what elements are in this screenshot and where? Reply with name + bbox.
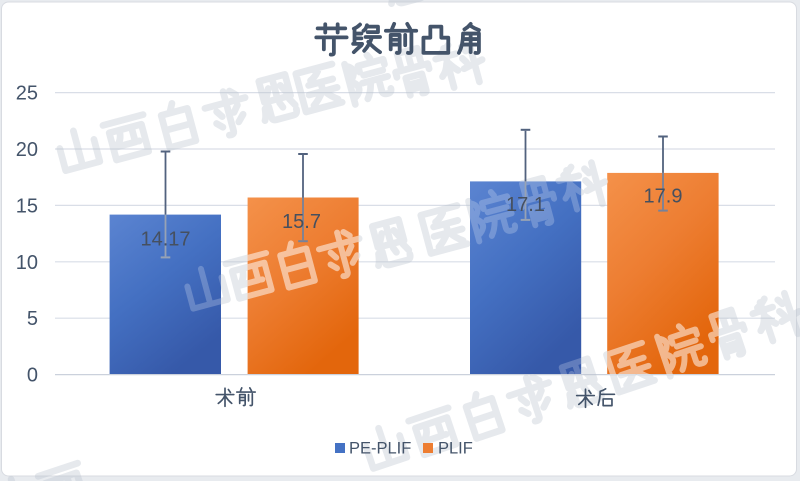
svg-text:5: 5 [27, 308, 38, 330]
svg-text:14.17: 14.17 [140, 229, 190, 251]
svg-text:0: 0 [27, 365, 38, 387]
svg-text:PE-PLIF: PE-PLIF [349, 440, 411, 458]
svg-text:20: 20 [16, 139, 38, 161]
svg-text:17.1: 17.1 [506, 194, 545, 216]
svg-text:PLIF: PLIF [438, 440, 473, 458]
svg-text:10: 10 [16, 252, 38, 274]
svg-text:15.7: 15.7 [282, 211, 321, 233]
svg-text:17.9: 17.9 [644, 186, 683, 208]
svg-text:15: 15 [16, 195, 38, 217]
svg-text:25: 25 [16, 83, 38, 105]
